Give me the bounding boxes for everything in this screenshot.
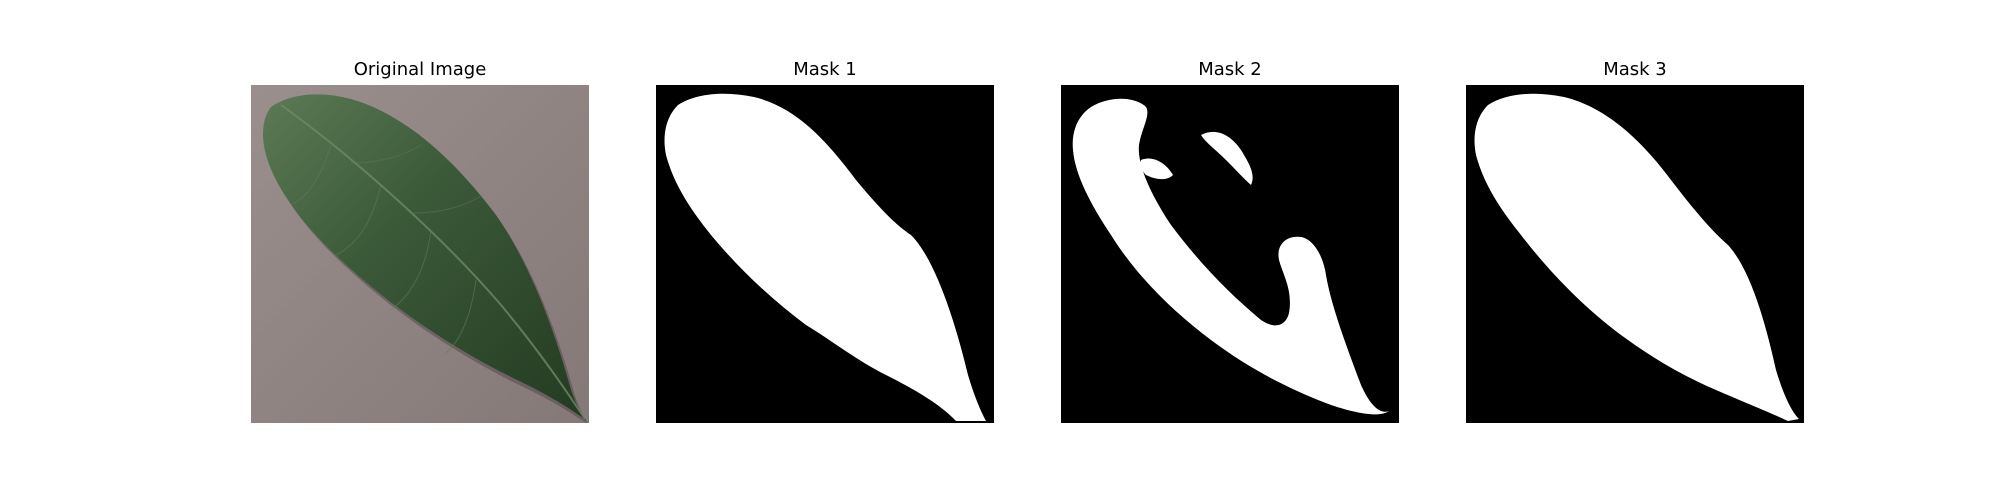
mask-foreground-fragment — [1140, 158, 1173, 180]
original-leaf-image — [251, 85, 589, 423]
leaf-vein — [445, 279, 477, 354]
leaf-vein — [335, 184, 382, 256]
panel-title: Original Image — [353, 59, 487, 80]
mask-foreground — [664, 93, 986, 421]
panel-title: Mask 2 — [1198, 59, 1262, 80]
panel-title: Mask 3 — [1603, 59, 1667, 80]
panel-mask-2: Mask 2 — [1061, 0, 1399, 500]
mask-foreground — [1474, 93, 1799, 421]
mask-1-image — [656, 85, 994, 423]
mask-3-image — [1466, 85, 1804, 423]
leaf-midrib — [280, 104, 586, 420]
leaf-vein — [290, 144, 332, 206]
panel-mask-3: Mask 3 — [1466, 0, 1804, 500]
panel-title: Mask 1 — [793, 59, 857, 80]
leaf-vein — [390, 229, 432, 311]
panel-original-image: Original Image — [251, 0, 589, 500]
leaf-vein — [350, 144, 422, 164]
mask-foreground-fragment — [1201, 131, 1253, 185]
leaf-vein — [410, 194, 484, 214]
mask-foreground — [1072, 98, 1389, 415]
panel-mask-1: Mask 1 — [656, 0, 994, 500]
mask-2-image — [1061, 85, 1399, 423]
